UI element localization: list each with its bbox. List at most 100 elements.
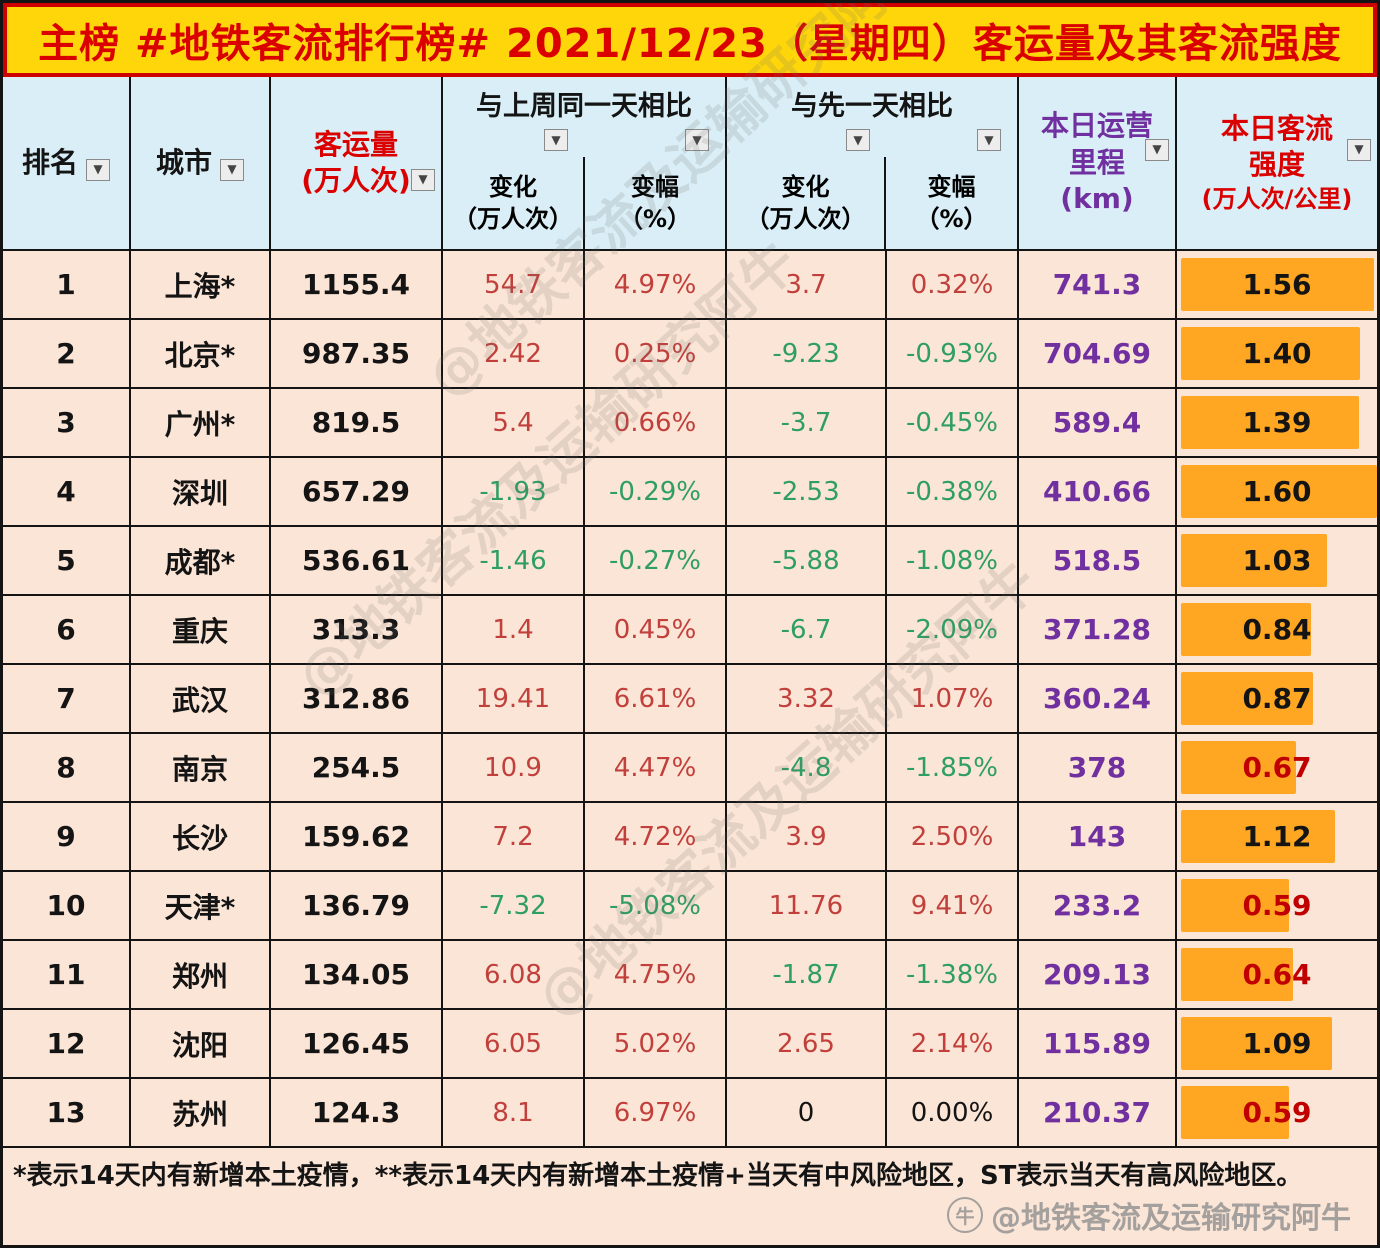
filter-dropdown-icon-intensity[interactable]: ▼	[1347, 139, 1371, 161]
header-week-pct: 变幅 （%）	[585, 157, 725, 249]
cell-city: 南京	[131, 734, 271, 801]
cell-mileage: 378	[1019, 734, 1177, 801]
table-body: 1 上海* 1155.4 54.7 4.97% 3.7 0.32% 741.3 …	[3, 251, 1377, 1148]
cell-volume: 536.61	[271, 527, 443, 594]
cell-rank: 1	[3, 251, 131, 318]
table-row: 5 成都* 536.61 -1.46 -0.27% -5.88 -1.08% 5…	[3, 527, 1377, 596]
intensity-value: 1.03	[1242, 544, 1312, 577]
table-row: 1 上海* 1155.4 54.7 4.97% 3.7 0.32% 741.3 …	[3, 251, 1377, 320]
cell-city: 武汉	[131, 665, 271, 732]
filter-dropdown-icon-week-change[interactable]: ▼	[544, 129, 568, 151]
header-city: 城市 ▼	[131, 77, 271, 249]
cell-city: 沈阳	[131, 1010, 271, 1077]
header-rank-label: 排名	[21, 145, 78, 179]
cell-week-pct: 4.47%	[585, 734, 727, 801]
cell-week-change: -1.46	[443, 527, 585, 594]
header-day-group: 与先一天相比 ▼ ▼ 变化 （万人次） 变幅 （%）	[727, 77, 1019, 249]
cell-mileage: 518.5	[1019, 527, 1177, 594]
cell-intensity: 1.40	[1177, 320, 1377, 387]
header-volume: 客运量 (万人次) ▼	[271, 77, 443, 249]
cell-day-pct: -0.45%	[887, 389, 1019, 456]
header-week-change: 变化 （万人次）	[443, 157, 585, 249]
cell-day-pct: 0.00%	[887, 1079, 1019, 1146]
cell-intensity: 0.84	[1177, 596, 1377, 663]
header-intensity-line3: (万人次/公里)	[1201, 184, 1353, 213]
intensity-value: 1.40	[1242, 337, 1312, 370]
intensity-value: 1.56	[1242, 268, 1312, 301]
filter-dropdown-icon-city[interactable]: ▼	[220, 159, 244, 182]
header-volume-line2: (万人次)	[301, 164, 411, 197]
cell-rank: 7	[3, 665, 131, 732]
cell-city: 重庆	[131, 596, 271, 663]
filter-dropdown-icon-volume[interactable]: ▼	[411, 169, 435, 191]
cell-volume: 159.62	[271, 803, 443, 870]
header-volume-line1: 客运量	[313, 127, 398, 161]
cell-intensity: 1.12	[1177, 803, 1377, 870]
cell-day-change: -3.7	[727, 389, 887, 456]
cell-day-change: -1.87	[727, 941, 887, 1008]
table-row: 9 长沙 159.62 7.2 4.72% 3.9 2.50% 143 1.12	[3, 803, 1377, 872]
intensity-bar	[1181, 534, 1328, 587]
cell-week-pct: 4.97%	[585, 251, 727, 318]
cell-city: 长沙	[131, 803, 271, 870]
cell-intensity: 1.09	[1177, 1010, 1377, 1077]
intensity-value: 0.59	[1242, 1096, 1312, 1129]
cell-mileage: 371.28	[1019, 596, 1177, 663]
intensity-bar	[1181, 879, 1289, 932]
cell-mileage: 589.4	[1019, 389, 1177, 456]
filter-dropdown-icon-day-change[interactable]: ▼	[846, 129, 870, 151]
intensity-value: 0.59	[1242, 889, 1312, 922]
cell-rank: 9	[3, 803, 131, 870]
header-week-change-line2: （万人次）	[453, 205, 573, 233]
intensity-value: 1.12	[1242, 820, 1312, 853]
cell-day-pct: 1.07%	[887, 665, 1019, 732]
header-day-change: 变化 （万人次）	[727, 157, 886, 249]
cell-week-pct: 0.25%	[585, 320, 727, 387]
header-week-pct-line1: 变幅	[631, 172, 679, 201]
filter-dropdown-icon-mileage[interactable]: ▼	[1145, 139, 1169, 161]
table-row: 4 深圳 657.29 -1.93 -0.29% -2.53 -0.38% 41…	[3, 458, 1377, 527]
intensity-bar	[1181, 327, 1360, 380]
cell-week-change: 7.2	[443, 803, 585, 870]
cell-day-pct: -1.38%	[887, 941, 1019, 1008]
cell-day-pct: -0.93%	[887, 320, 1019, 387]
table-row: 7 武汉 312.86 19.41 6.61% 3.32 1.07% 360.2…	[3, 665, 1377, 734]
intensity-bar	[1181, 672, 1314, 725]
cell-rank: 4	[3, 458, 131, 525]
filter-dropdown-icon-week-pct[interactable]: ▼	[685, 129, 709, 151]
header-week-group-label: 与上周同一天相比	[476, 90, 692, 122]
cell-rank: 3	[3, 389, 131, 456]
cell-day-change: -4.8	[727, 734, 887, 801]
header-week-group: 与上周同一天相比 ▼ ▼ 变化 （万人次） 变幅 （%）	[443, 77, 727, 249]
cell-city: 郑州	[131, 941, 271, 1008]
cell-volume: 126.45	[271, 1010, 443, 1077]
filter-dropdown-icon-day-pct[interactable]: ▼	[977, 129, 1001, 151]
filter-dropdown-icon-rank[interactable]: ▼	[86, 159, 110, 182]
intensity-bar	[1181, 603, 1311, 656]
cell-day-pct: -2.09%	[887, 596, 1019, 663]
cell-day-pct: -0.38%	[887, 458, 1019, 525]
cell-city: 广州*	[131, 389, 271, 456]
cell-day-change: 3.7	[727, 251, 887, 318]
table-header: 排名 ▼ 城市 ▼ 客运量 (万人次) ▼ 与上周同一天相比 ▼ ▼	[3, 77, 1377, 251]
header-rank: 排名 ▼	[3, 77, 131, 249]
header-week-pct-line2: （%）	[618, 205, 692, 233]
intensity-bar	[1181, 258, 1374, 311]
cell-week-change: 19.41	[443, 665, 585, 732]
cell-week-pct: 0.45%	[585, 596, 727, 663]
cell-week-change: 5.4	[443, 389, 585, 456]
cell-volume: 312.86	[271, 665, 443, 732]
cell-day-change: 3.32	[727, 665, 887, 732]
cell-volume: 254.5	[271, 734, 443, 801]
cell-rank: 2	[3, 320, 131, 387]
table-row: 6 重庆 313.3 1.4 0.45% -6.7 -2.09% 371.28 …	[3, 596, 1377, 665]
cell-rank: 13	[3, 1079, 131, 1146]
cell-week-pct: -0.29%	[585, 458, 727, 525]
intensity-bar	[1181, 810, 1335, 863]
cell-rank: 10	[3, 872, 131, 939]
table-row: 13 苏州 124.3 8.1 6.97% 0 0.00% 210.37 0.5…	[3, 1079, 1377, 1148]
cell-week-change: 54.7	[443, 251, 585, 318]
cell-intensity: 1.60	[1177, 458, 1377, 525]
cell-volume: 124.3	[271, 1079, 443, 1146]
intensity-value: 0.67	[1242, 751, 1312, 784]
